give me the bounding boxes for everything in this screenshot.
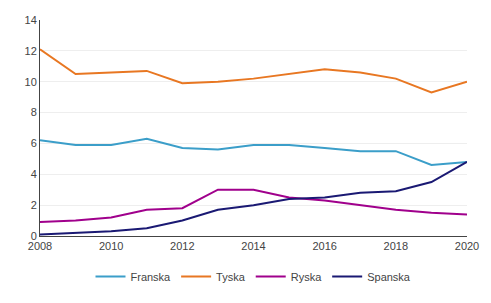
svg-text:2: 2 — [31, 199, 37, 211]
svg-text:2020: 2020 — [455, 240, 479, 252]
svg-text:10: 10 — [25, 76, 37, 88]
svg-text:Ryska: Ryska — [291, 271, 322, 283]
svg-text:2010: 2010 — [99, 240, 123, 252]
svg-text:Franska: Franska — [131, 271, 172, 283]
svg-text:6: 6 — [31, 137, 37, 149]
svg-text:14: 14 — [25, 14, 37, 26]
svg-text:4: 4 — [31, 168, 37, 180]
svg-text:2008: 2008 — [28, 240, 52, 252]
svg-text:2018: 2018 — [384, 240, 408, 252]
svg-text:2014: 2014 — [241, 240, 265, 252]
svg-text:2016: 2016 — [312, 240, 336, 252]
svg-text:Spanska: Spanska — [367, 271, 411, 283]
svg-text:2012: 2012 — [170, 240, 194, 252]
svg-text:Tyska: Tyska — [216, 271, 246, 283]
svg-text:8: 8 — [31, 106, 37, 118]
svg-text:12: 12 — [25, 45, 37, 57]
svg-text:0: 0 — [31, 230, 37, 242]
